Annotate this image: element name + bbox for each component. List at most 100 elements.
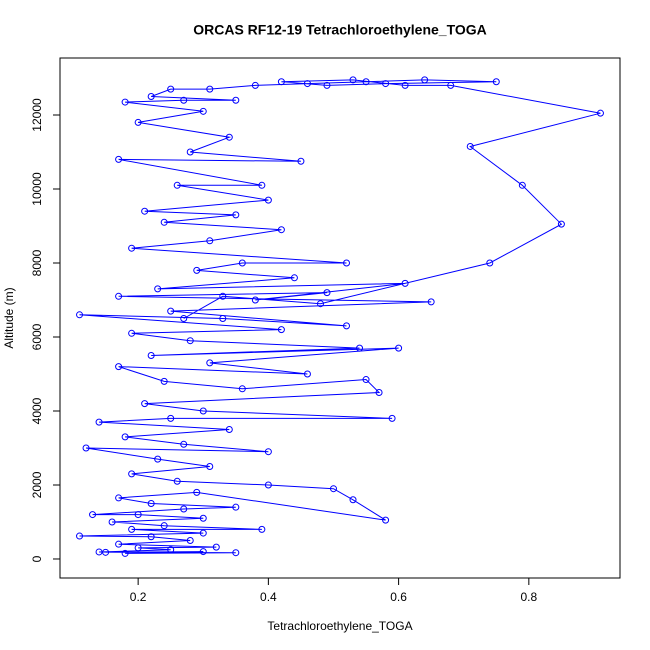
data-point bbox=[115, 292, 123, 300]
data-point bbox=[232, 96, 240, 104]
data-point bbox=[349, 496, 357, 504]
data-point bbox=[147, 533, 155, 541]
y-tick-label: 10000 bbox=[30, 172, 44, 206]
data-point bbox=[186, 536, 194, 544]
data-point bbox=[316, 300, 324, 308]
data-point bbox=[199, 529, 207, 537]
data-point bbox=[108, 518, 116, 526]
data-point bbox=[89, 511, 97, 519]
data-point bbox=[401, 279, 409, 287]
data-point bbox=[134, 544, 142, 552]
data-point bbox=[232, 211, 240, 219]
data-point bbox=[251, 296, 259, 304]
x-tick-label: 0.8 bbox=[520, 590, 537, 604]
data-point bbox=[362, 78, 370, 86]
plot-frame bbox=[59, 57, 621, 579]
data-point bbox=[193, 266, 201, 274]
data-point bbox=[147, 351, 155, 359]
data-point bbox=[128, 329, 136, 337]
data-point bbox=[290, 274, 298, 282]
data-point bbox=[329, 485, 337, 493]
y-tick-label: 12000 bbox=[30, 98, 44, 132]
data-point bbox=[303, 80, 311, 88]
data-point bbox=[277, 78, 285, 86]
y-tick-label: 8000 bbox=[30, 249, 44, 276]
data-point bbox=[382, 80, 390, 88]
data-point bbox=[238, 385, 246, 393]
data-point bbox=[421, 76, 429, 84]
data-point bbox=[167, 85, 175, 93]
data-point bbox=[356, 344, 364, 352]
data-point bbox=[258, 181, 266, 189]
data-point bbox=[154, 285, 162, 293]
data-point bbox=[82, 444, 90, 452]
data-point bbox=[95, 548, 103, 556]
data-point bbox=[115, 494, 123, 502]
data-point bbox=[206, 359, 214, 367]
data-point bbox=[303, 370, 311, 378]
data-point bbox=[121, 433, 129, 441]
data-point bbox=[76, 311, 84, 319]
data-point bbox=[128, 244, 136, 252]
data-point bbox=[401, 81, 409, 89]
data-point bbox=[219, 292, 227, 300]
data-point bbox=[219, 314, 227, 322]
data-point bbox=[167, 307, 175, 315]
data-point bbox=[225, 133, 233, 141]
data-point bbox=[206, 85, 214, 93]
data-point bbox=[167, 414, 175, 422]
x-tick-label: 0.2 bbox=[130, 590, 147, 604]
data-point bbox=[199, 514, 207, 522]
data-point bbox=[199, 407, 207, 415]
data-point bbox=[343, 322, 351, 330]
data-point bbox=[466, 142, 474, 150]
data-point bbox=[382, 516, 390, 524]
data-point bbox=[134, 511, 142, 519]
data-point bbox=[141, 400, 149, 408]
data-point bbox=[212, 543, 220, 551]
data-point bbox=[323, 81, 331, 89]
data-point bbox=[180, 505, 188, 513]
data-point bbox=[206, 237, 214, 245]
data-point bbox=[186, 148, 194, 156]
data-point bbox=[160, 522, 168, 530]
data-point bbox=[193, 488, 201, 496]
data-point bbox=[160, 377, 168, 385]
data-point bbox=[518, 181, 526, 189]
data-point bbox=[596, 109, 604, 117]
data-point bbox=[147, 93, 155, 101]
data-point bbox=[76, 532, 84, 540]
data-line bbox=[79, 79, 601, 554]
data-point bbox=[395, 344, 403, 352]
data-point bbox=[167, 546, 175, 554]
data-point bbox=[115, 363, 123, 371]
data-point bbox=[492, 78, 500, 86]
data-point bbox=[264, 448, 272, 456]
y-tick-label: 0 bbox=[30, 555, 44, 562]
data-point bbox=[173, 181, 181, 189]
chart-title: ORCAS RF12-19 Tetrachloroethylene_TOGA bbox=[193, 22, 487, 38]
data-point bbox=[160, 218, 168, 226]
data-point bbox=[251, 81, 259, 89]
x-axis-label: Tetrachloroethylene_TOGA bbox=[267, 619, 412, 633]
data-point bbox=[486, 259, 494, 267]
data-point bbox=[447, 81, 455, 89]
data-point bbox=[180, 314, 188, 322]
data-point bbox=[128, 470, 136, 478]
data-point bbox=[277, 226, 285, 234]
data-point bbox=[115, 155, 123, 163]
data-point bbox=[186, 337, 194, 345]
data-point bbox=[199, 548, 207, 556]
data-point bbox=[297, 157, 305, 165]
data-point bbox=[102, 548, 110, 556]
data-point bbox=[264, 481, 272, 489]
y-tick-label: 6000 bbox=[30, 323, 44, 350]
data-point bbox=[134, 118, 142, 126]
data-point bbox=[258, 525, 266, 533]
data-point bbox=[115, 540, 123, 548]
data-point bbox=[147, 499, 155, 507]
data-point bbox=[349, 76, 357, 84]
data-point bbox=[206, 462, 214, 470]
